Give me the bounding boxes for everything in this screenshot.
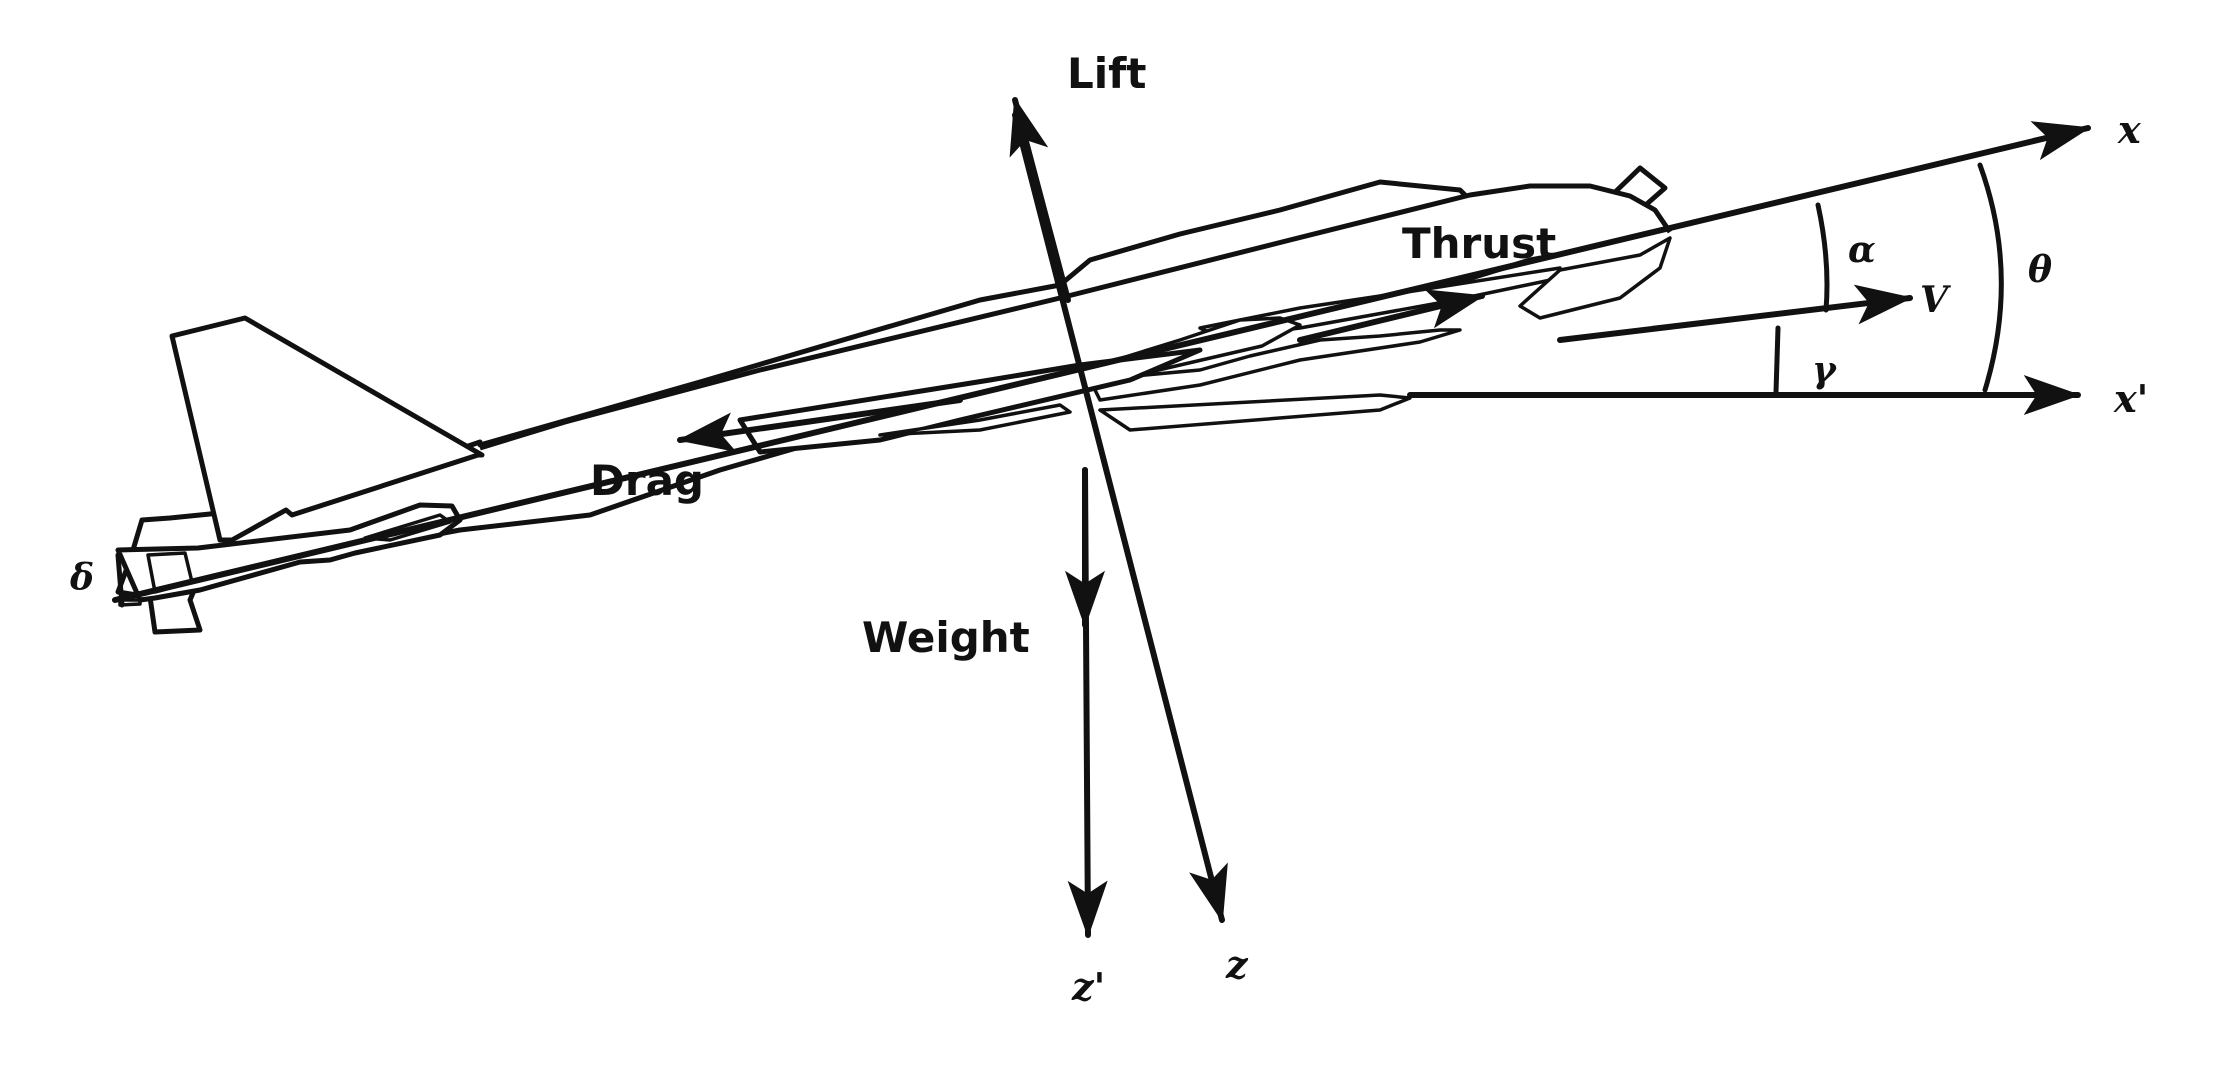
engine-inlet (1088, 328, 1462, 402)
vertical-tail (169, 315, 485, 543)
fuselage-top (479, 183, 1673, 451)
x-prime-axis-label: x' (2113, 376, 2148, 421)
lift-vector (1009, 97, 1071, 303)
z-axis-label: z (1225, 942, 1249, 987)
delta-marker (115, 552, 125, 608)
delta-label: δ (69, 557, 94, 599)
gamma-label: γ (1812, 349, 1838, 391)
angle-markers (115, 162, 2004, 608)
wing-root (878, 403, 1072, 437)
drag-label: Drag (590, 456, 704, 505)
alpha-label: α (1848, 229, 1876, 271)
thrust-vector (1297, 289, 1485, 343)
forces (677, 97, 1913, 628)
lift-label: Lift (1067, 49, 1147, 98)
drag-vector (677, 397, 963, 453)
thrust-label: Thrust (1402, 219, 1556, 268)
gamma-bar (1773, 325, 1781, 395)
theta-label: θ (2028, 249, 2052, 291)
airplane-silhouette (115, 165, 1673, 635)
labels: Lift Thrust Drag Weight x x' z z' α θ γ … (69, 49, 2148, 1009)
theta-arc (1977, 162, 2004, 393)
axes (112, 112, 2091, 938)
z-prime-axis-label: z' (1071, 964, 1105, 1009)
weight-label: Weight (862, 613, 1030, 662)
velocity-label: V (1920, 279, 1951, 321)
belly-fairing (1098, 393, 1412, 432)
velocity-vector (1557, 284, 1913, 343)
alpha-arc (1815, 202, 1830, 313)
z-axis (1012, 112, 1228, 923)
nose-detail (1518, 236, 1672, 320)
x-axis (112, 121, 2091, 603)
x-axis-label: x (2117, 107, 2142, 152)
